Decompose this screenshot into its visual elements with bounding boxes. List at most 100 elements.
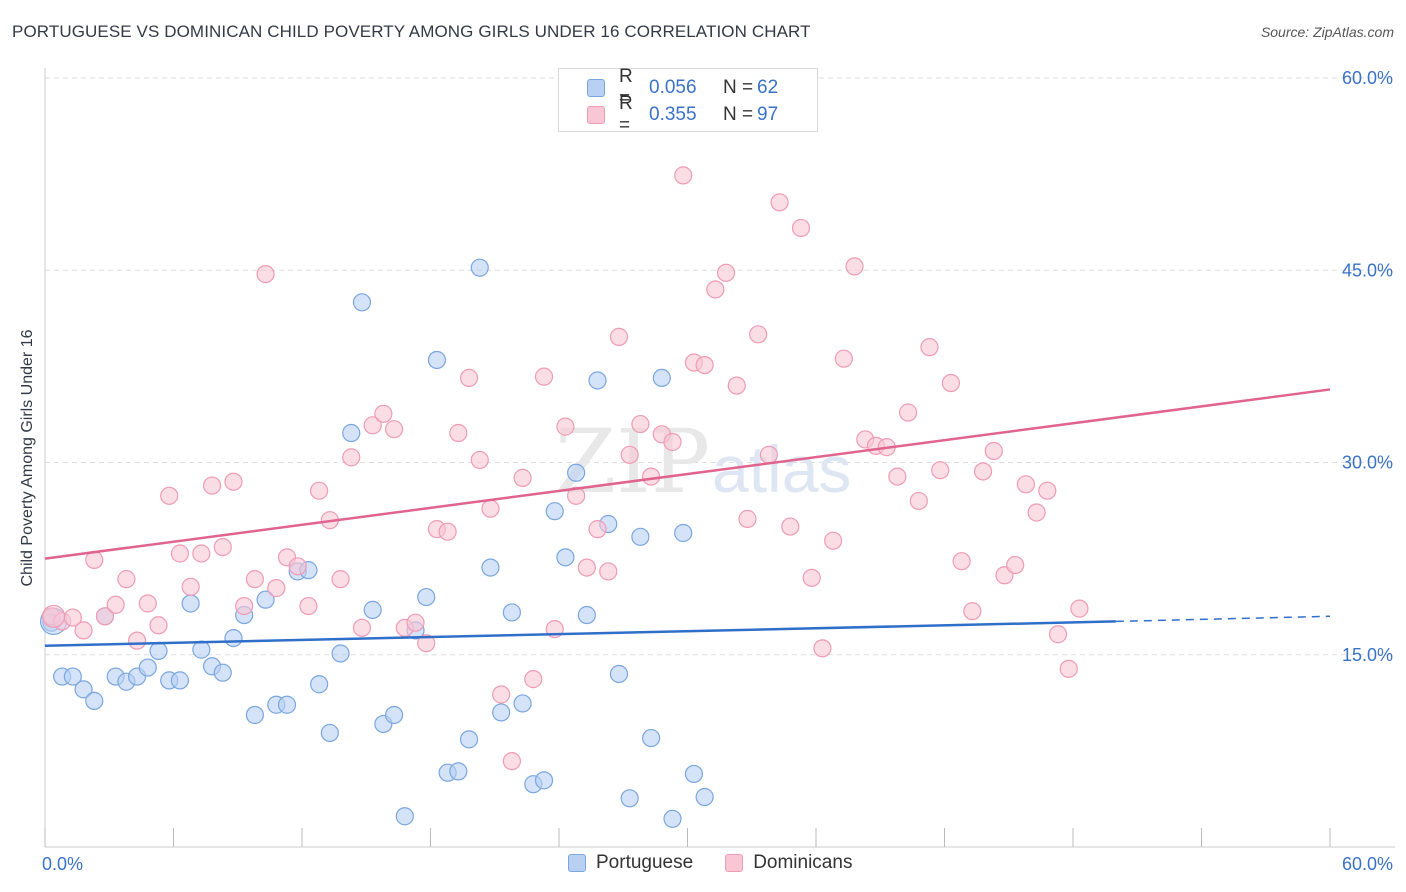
- point-dominicans: [331, 570, 350, 589]
- point-dominicans: [706, 280, 725, 299]
- point-dominicans: [41, 604, 66, 628]
- legend-item-portuguese: Portuguese: [568, 852, 693, 874]
- point-dominicans: [749, 325, 768, 344]
- point-portuguese: [74, 680, 93, 699]
- point-dominicans: [759, 445, 778, 464]
- point-dominicans: [909, 491, 928, 511]
- series-portuguese: [39, 258, 714, 828]
- n-label: N =: [723, 104, 754, 125]
- point-portuguese: [620, 789, 639, 808]
- point-portuguese: [181, 594, 200, 613]
- point-dominicans: [770, 193, 789, 212]
- point-dominicans: [1006, 555, 1025, 575]
- point-dominicans: [609, 327, 629, 346]
- point-dominicans: [267, 579, 286, 598]
- point-portuguese: [384, 705, 404, 725]
- point-dominicans: [781, 517, 800, 536]
- point-dominicans: [245, 570, 264, 589]
- point-portuguese: [470, 258, 489, 277]
- point-portuguese: [663, 809, 682, 828]
- point-dominicans: [524, 670, 543, 689]
- point-portuguese: [631, 527, 650, 546]
- point-dominicans: [149, 616, 168, 635]
- point-dominicans: [417, 634, 436, 653]
- point-dominicans: [160, 486, 179, 505]
- point-dominicans: [502, 752, 521, 771]
- series-dominicans: [41, 166, 1089, 771]
- point-dominicans: [106, 595, 125, 614]
- point-dominicans: [920, 338, 939, 357]
- point-portuguese: [63, 667, 82, 686]
- point-portuguese: [652, 368, 671, 388]
- point-dominicans: [1048, 625, 1068, 644]
- point-portuguese: [641, 728, 661, 748]
- point-dominicans: [363, 416, 382, 435]
- point-dominicans: [406, 613, 425, 632]
- point-dominicans: [492, 685, 511, 704]
- r-label: R =: [619, 93, 633, 136]
- point-dominicans: [235, 596, 254, 616]
- point-dominicans: [449, 423, 468, 443]
- n-value: 62: [757, 77, 779, 98]
- point-dominicans: [641, 467, 661, 486]
- point-portuguese: [320, 723, 339, 743]
- chart-title: PORTUGUESE VS DOMINICAN CHILD POVERTY AM…: [12, 22, 811, 41]
- y-tick-label: 15.0%: [1342, 645, 1393, 665]
- point-portuguese: [427, 350, 447, 370]
- point-dominicans: [727, 376, 746, 395]
- point-dominicans: [127, 631, 147, 650]
- point-dominicans: [224, 472, 243, 491]
- point-dominicans: [213, 537, 232, 557]
- point-dominicans: [256, 264, 275, 284]
- point-dominicans: [599, 562, 618, 581]
- point-dominicans: [577, 558, 596, 577]
- point-dominicans: [941, 373, 961, 393]
- point-portuguese: [674, 523, 693, 543]
- point-dominicans: [556, 417, 575, 436]
- point-dominicans: [481, 499, 500, 518]
- point-dominicans: [310, 481, 329, 500]
- point-dominicans: [288, 557, 307, 576]
- point-portuguese: [588, 371, 607, 390]
- dominican-swatch: [587, 106, 605, 124]
- point-dominicans: [95, 607, 115, 626]
- dominican-swatch: [725, 854, 744, 872]
- point-dominicans: [192, 544, 211, 563]
- point-dominicans: [513, 468, 532, 487]
- point-dominicans: [813, 639, 832, 658]
- point-portuguese: [245, 705, 264, 725]
- point-portuguese: [577, 605, 596, 625]
- watermark: ZIPatlas: [555, 410, 851, 513]
- point-portuguese: [695, 787, 714, 807]
- point-dominicans: [952, 552, 971, 571]
- correlation-legend: R = 0.056 N = 62 R = 0.355 N = 97: [558, 66, 818, 136]
- point-portuguese: [459, 730, 479, 749]
- point-portuguese: [277, 695, 297, 714]
- r-value: 0.355: [649, 104, 697, 125]
- point-dominicans: [170, 544, 190, 563]
- point-portuguese: [395, 807, 414, 826]
- y-tick-label: 45.0%: [1342, 260, 1393, 280]
- point-dominicans: [716, 263, 736, 282]
- point-dominicans: [674, 166, 693, 185]
- point-dominicans: [1070, 599, 1089, 618]
- point-portuguese: [556, 548, 575, 567]
- point-portuguese: [567, 463, 586, 482]
- point-dominicans: [791, 218, 811, 238]
- point-dominicans: [898, 403, 918, 422]
- point-dominicans: [352, 618, 372, 637]
- point-portuguese: [545, 502, 564, 521]
- point-dominicans: [1038, 481, 1057, 500]
- legend-row-portuguese: R = 0.056 N = 62: [587, 66, 779, 109]
- point-portuguese: [684, 764, 704, 784]
- point-dominicans: [931, 461, 950, 480]
- point-portuguese: [331, 644, 350, 663]
- point-portuguese: [481, 558, 500, 577]
- r-value: 0.056: [649, 77, 697, 98]
- point-portuguese: [534, 771, 554, 790]
- point-dominicans: [534, 367, 554, 386]
- n-label: N =: [723, 77, 754, 98]
- portuguese-swatch: [587, 79, 605, 97]
- point-dominicans: [1027, 503, 1046, 522]
